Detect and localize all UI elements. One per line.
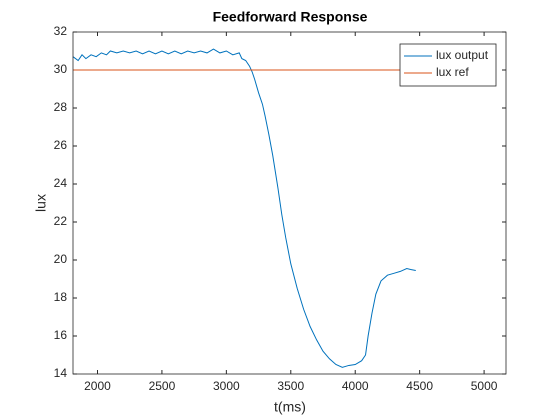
x-tick-label: 2000 xyxy=(84,379,111,393)
x-tick-label: 4000 xyxy=(342,379,369,393)
y-tick-label: 24 xyxy=(54,176,68,190)
y-tick-label: 32 xyxy=(54,24,68,38)
y-axis-label: lux xyxy=(33,194,49,212)
x-tick-label: 4500 xyxy=(406,379,433,393)
y-tick-label: 22 xyxy=(54,214,68,228)
legend-box xyxy=(399,43,497,87)
y-tick-label: 28 xyxy=(54,100,68,114)
y-tick-label: 14 xyxy=(54,366,68,380)
series-line xyxy=(72,48,416,368)
y-tick-label: 16 xyxy=(54,328,68,342)
plot-area xyxy=(73,32,506,374)
axes-box xyxy=(72,31,507,375)
x-axis-label: t(ms) xyxy=(274,399,306,415)
legend-label: lux output xyxy=(436,48,489,62)
y-tick-label: 30 xyxy=(54,62,68,76)
x-tick-label: 5000 xyxy=(471,379,498,393)
legend-label: lux ref xyxy=(436,65,469,79)
x-tick-label: 3500 xyxy=(277,379,304,393)
chart-title: Feedforward Response xyxy=(213,9,368,25)
x-tick-label: 2500 xyxy=(149,379,176,393)
y-tick-label: 26 xyxy=(54,138,68,152)
x-tick-label: 3000 xyxy=(213,379,240,393)
y-tick-label: 18 xyxy=(54,290,68,304)
y-tick-label: 20 xyxy=(54,252,68,266)
